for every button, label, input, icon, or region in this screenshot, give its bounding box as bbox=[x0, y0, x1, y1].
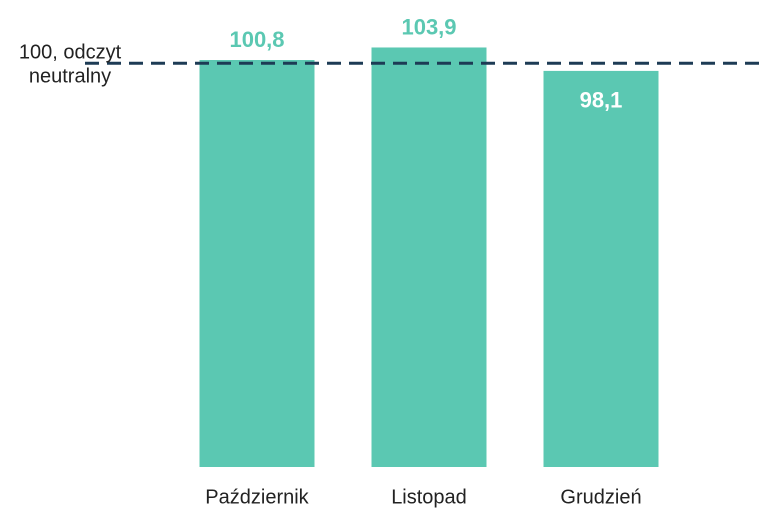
x-tick-label: Grudzień bbox=[560, 486, 641, 508]
value-label: 100,8 bbox=[229, 27, 284, 52]
reference-label: 100, odczyt bbox=[19, 42, 122, 64]
reference-label: neutralny bbox=[29, 66, 111, 88]
x-tick-label: Październik bbox=[205, 486, 309, 508]
value-label: 103,9 bbox=[401, 14, 456, 39]
bar bbox=[543, 70, 659, 467]
bar bbox=[371, 47, 487, 468]
bar bbox=[199, 60, 315, 467]
value-label: 98,1 bbox=[580, 88, 623, 113]
x-tick-label: Listopad bbox=[391, 486, 467, 508]
